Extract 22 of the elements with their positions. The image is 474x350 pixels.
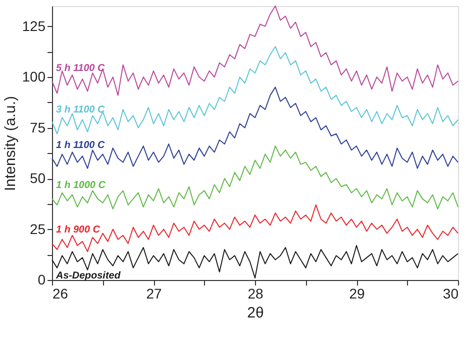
x-tick-label: 29 <box>349 286 365 302</box>
y-tick-label: 0 <box>38 272 46 288</box>
line-series <box>52 86 458 169</box>
series-label: 1 h 1000 C <box>56 180 106 191</box>
x-tick-label: 30 <box>442 286 459 302</box>
y-tick-label: 125 <box>22 18 46 34</box>
series-label: 3 h 1100 C <box>56 104 106 116</box>
x-tick-label: 27 <box>146 286 162 302</box>
y-axis-title: Intensity (a.u.) <box>2 96 20 192</box>
series-label: As-Deposited <box>55 270 122 282</box>
line-series <box>52 46 458 134</box>
y-tick-label: 50 <box>30 170 46 186</box>
y-tick-label: 75 <box>30 119 46 136</box>
x-axis-title: 2θ <box>247 304 264 322</box>
series-label: 1 h 1100 C <box>56 140 106 152</box>
x-tick-label: 26 <box>52 286 68 302</box>
y-tick-label: 25 <box>30 220 46 237</box>
line-series <box>52 6 458 96</box>
line-series <box>52 204 458 252</box>
series-label: 1 h 900 C <box>56 224 101 236</box>
y-tick-label: 100 <box>22 68 46 85</box>
x-tick-label: 28 <box>248 286 264 302</box>
